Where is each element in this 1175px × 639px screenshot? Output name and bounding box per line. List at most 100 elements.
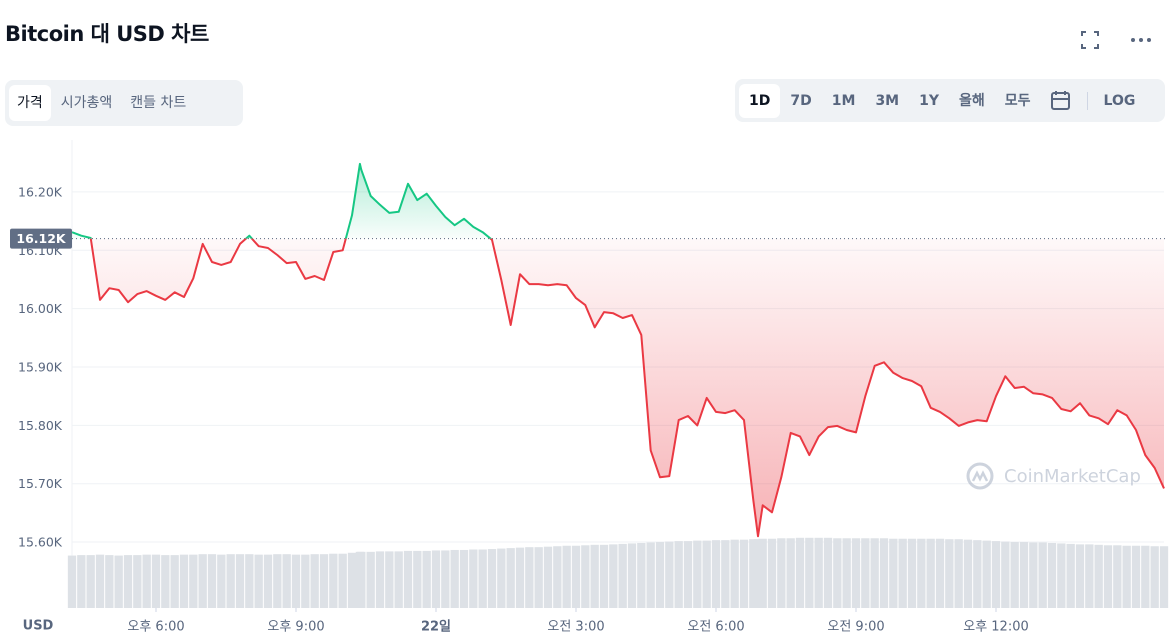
volume-bar xyxy=(1141,545,1150,608)
range-button[interactable]: 1M xyxy=(831,92,856,109)
volume-bar xyxy=(441,550,450,608)
y-tick-label: 16.00K xyxy=(18,301,63,316)
volume-bar xyxy=(1047,542,1057,608)
volume-bar xyxy=(982,540,991,608)
price-line-below xyxy=(89,238,1165,538)
volume-bar xyxy=(263,554,273,608)
volume-bar xyxy=(413,550,422,608)
volume-bar xyxy=(403,550,413,608)
tab[interactable]: 가격 xyxy=(9,85,51,121)
volume-bar xyxy=(105,555,114,608)
volume-bar xyxy=(1085,544,1094,608)
watermark: CoinMarketCap xyxy=(966,462,1141,490)
y-tick-label: 15.60K xyxy=(18,535,63,550)
volume-bar xyxy=(469,549,478,608)
volume-bar xyxy=(151,554,161,608)
y-tick-label: 15.70K xyxy=(18,476,63,491)
volume-bar xyxy=(1122,545,1131,608)
volume-bar xyxy=(917,538,926,608)
volume-bar xyxy=(226,554,235,608)
volume-bar xyxy=(67,555,77,608)
log-button[interactable]: LOG xyxy=(1103,92,1136,109)
volume-bar xyxy=(478,549,487,608)
volume-bar xyxy=(1019,542,1029,608)
volume-bar xyxy=(291,554,301,608)
volume-bar xyxy=(506,548,515,608)
volume-bar xyxy=(1057,543,1066,608)
volume-bar xyxy=(357,551,366,608)
calendar-icon[interactable] xyxy=(1041,90,1081,111)
volume-bar xyxy=(534,547,543,608)
range-button[interactable]: 1Y xyxy=(919,92,940,109)
volume-bar xyxy=(273,554,282,608)
tab[interactable]: 시가총액 xyxy=(60,95,113,111)
volume-bar xyxy=(525,547,534,608)
volume-bar xyxy=(553,546,562,608)
volume-bar xyxy=(1001,541,1010,608)
volume-bar xyxy=(95,554,105,608)
volume-bar xyxy=(235,554,245,608)
volume-bar xyxy=(879,538,889,608)
volume-bar xyxy=(1159,546,1169,608)
y-tick-label: 16.10K xyxy=(18,243,63,258)
range-button[interactable]: 7D xyxy=(790,92,812,109)
volume-bar xyxy=(655,542,665,608)
volume-bar xyxy=(963,539,973,608)
volume-bar xyxy=(123,555,133,608)
volume-bar xyxy=(497,548,506,608)
volume-bar xyxy=(179,554,189,608)
volume-bar xyxy=(683,541,693,608)
more-icon[interactable] xyxy=(1130,33,1152,47)
y-tick-label: 16.20K xyxy=(18,184,63,199)
volume-bar xyxy=(898,538,907,608)
volume-bar xyxy=(805,537,814,608)
volume-bar xyxy=(758,538,767,608)
volume-bar xyxy=(973,540,982,608)
volume-bar xyxy=(487,549,497,608)
volume-bar xyxy=(385,551,394,608)
tab[interactable]: 캔들 차트 xyxy=(130,95,187,111)
volume-bar xyxy=(207,554,217,608)
volume-bar xyxy=(1010,542,1019,608)
volume-bar xyxy=(422,550,431,608)
fullscreen-icon[interactable] xyxy=(1080,30,1100,50)
volume-bar xyxy=(711,540,721,608)
volume-bar xyxy=(795,537,805,608)
volume-bar xyxy=(851,538,861,608)
reference-badge xyxy=(10,228,72,249)
volume-bar xyxy=(543,546,553,608)
volume-bar xyxy=(861,538,870,608)
range-button[interactable]: 올해 xyxy=(959,92,985,109)
volume-bar xyxy=(935,538,945,608)
volume-bar xyxy=(954,539,963,608)
volume-bar xyxy=(77,555,86,608)
volume-bar xyxy=(329,553,338,608)
range-button[interactable]: 모두 xyxy=(1004,92,1031,109)
volume-bar xyxy=(991,541,1001,608)
volume-bar xyxy=(198,554,207,608)
separator xyxy=(1086,91,1088,110)
volume-bar xyxy=(1029,542,1038,608)
area-above xyxy=(72,163,1164,239)
volume-bar xyxy=(749,539,758,608)
volume-bar xyxy=(618,543,627,608)
range-button[interactable]: 3M xyxy=(875,92,900,109)
volume-bar xyxy=(907,538,917,608)
volume-bar xyxy=(753,539,763,608)
volume-bar xyxy=(945,539,954,608)
volume-bar xyxy=(833,538,842,608)
volume-bar xyxy=(889,538,898,608)
volume-bar xyxy=(1103,545,1113,608)
volume-bar xyxy=(842,538,851,608)
volume-bar xyxy=(86,555,95,608)
range-button[interactable]: 1D xyxy=(739,83,781,118)
volume-bar xyxy=(394,551,403,608)
volume-bar xyxy=(1150,546,1159,608)
y-axis-label: USD xyxy=(23,619,54,634)
volume-bar xyxy=(590,544,599,608)
area-below xyxy=(90,238,1164,537)
volume-bar xyxy=(161,555,170,608)
range-group: 1D 7D 1M 3M 1Y 올해 모두 LOG xyxy=(735,79,1165,122)
volume-bar xyxy=(431,550,441,608)
volume-bar xyxy=(459,549,469,608)
